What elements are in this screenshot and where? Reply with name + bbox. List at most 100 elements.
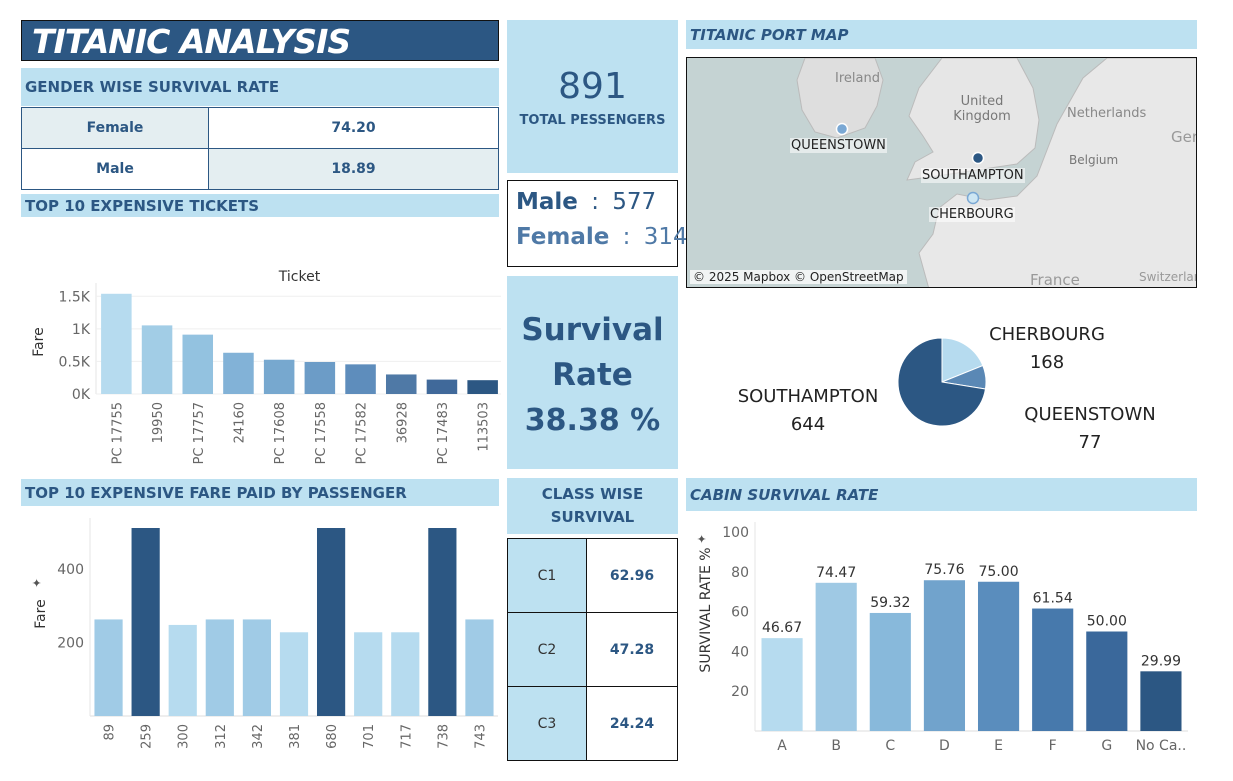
- y-tick-label: 200: [57, 636, 84, 652]
- x-tick-label: 701: [362, 724, 377, 749]
- bar: [131, 528, 160, 716]
- bar: [1140, 671, 1182, 731]
- table-row: Male 18.89: [21, 148, 499, 190]
- table-row: C1 62.96: [507, 538, 678, 613]
- fare-section-title: TOP 10 EXPENSIVE FARE PAID BY PASSENGER: [25, 483, 407, 502]
- map-label: France: [1030, 271, 1080, 288]
- map-label: Ireland: [835, 71, 880, 86]
- bar: [182, 334, 214, 394]
- x-tick-label: A: [777, 738, 787, 754]
- bar: [428, 528, 457, 716]
- bar: [467, 380, 498, 394]
- bar: [345, 364, 376, 394]
- x-tick-label: 312: [214, 724, 229, 749]
- female-count-value: 314: [643, 224, 688, 250]
- bar-value-label: 75.00: [979, 564, 1019, 580]
- map-credit: © 2025 Mapbox © OpenStreetMap: [690, 270, 907, 284]
- pie-value-label: 644: [791, 414, 825, 435]
- bar: [977, 581, 1020, 731]
- x-tick-label: E: [994, 738, 1003, 754]
- bar: [385, 374, 417, 394]
- class-section-title-line2: SURVIVAL: [550, 508, 635, 526]
- x-tick-label: C: [885, 738, 895, 754]
- male-count-label: Male: [516, 189, 578, 215]
- table-row: Female 74.20: [21, 107, 499, 149]
- x-tick-label: 743: [473, 724, 488, 749]
- pie-category-label: CHERBOURG: [989, 324, 1105, 345]
- female-count-row: Female : 314: [516, 224, 688, 250]
- bar-value-label: 46.67: [762, 620, 802, 636]
- x-tick-label: 300: [177, 724, 192, 749]
- survival-rate-card: Survival Rate 38.38 %: [507, 276, 678, 469]
- chart-title: Ticket: [278, 269, 321, 285]
- bar: [279, 632, 309, 716]
- ports-pie-chart: CHERBOURG 168 QUEENSTOWN 77 SOUTHAMPTON 644: [738, 324, 1156, 453]
- bar: [168, 624, 197, 716]
- map-label: United Kingdom: [949, 94, 1015, 124]
- pie-value-label: 168: [1030, 352, 1064, 373]
- x-tick-label: 259: [140, 724, 155, 749]
- x-tick-label: No Ca..: [1136, 738, 1187, 754]
- total-passengers-label: TOTAL PESSENGERS: [519, 113, 666, 128]
- port-map[interactable]: Ireland United Kingdom Netherlands Belgi…: [686, 57, 1197, 288]
- y-tick-label: 100: [722, 525, 749, 541]
- survival-rate-line2: Rate: [552, 357, 633, 393]
- y-tick-label: 400: [57, 562, 84, 578]
- count-separator: :: [591, 189, 599, 215]
- cabin-chart: 20 40 60 80 100 46.67 A 74.47 B 59.32 C 75.76 D 75.00…: [695, 522, 1188, 754]
- bar: [426, 379, 458, 394]
- bar-value-label: 50.00: [1087, 614, 1127, 630]
- class-label: C2: [507, 612, 587, 687]
- pie-slice: [941, 337, 984, 383]
- x-tick-label: PC 17483: [436, 402, 451, 464]
- bar: [304, 362, 336, 394]
- y-tick-label: 20: [731, 684, 749, 700]
- x-tick-label: PC 17582: [355, 402, 370, 464]
- y-tick-label: 60: [731, 605, 749, 621]
- x-tick-label: PC 17757: [192, 402, 207, 464]
- cherbourg-marker[interactable]: [966, 191, 980, 205]
- x-tick-label: F: [1049, 738, 1057, 754]
- y-tick-label: 40: [731, 644, 749, 660]
- x-tick-label: PC 17755: [110, 402, 125, 464]
- female-count-label: Female: [516, 224, 610, 250]
- x-tick-label: PC 17608: [273, 402, 288, 464]
- x-tick-label: 113503: [477, 402, 492, 452]
- y-tick-label: 80: [731, 565, 749, 581]
- gender-section-header: GENDER WISE SURVIVAL RATE: [21, 68, 499, 106]
- bar: [316, 528, 346, 716]
- count-separator: :: [622, 224, 631, 250]
- total-passengers-card: 891 TOTAL PESSENGERS: [507, 20, 678, 173]
- table-row: C3 24.24: [507, 686, 678, 761]
- tickets-chart: 0K 0.5K 1K 1.5K PC 17755 19950 PC 17757 24160 PC…: [31, 269, 501, 464]
- map-label: Belgium: [1069, 153, 1119, 167]
- pin-icon: ✦: [695, 534, 709, 544]
- queenstown-marker[interactable]: [835, 122, 849, 136]
- bar: [94, 619, 123, 716]
- x-tick-label: 738: [436, 724, 451, 749]
- x-tick-label: PC 17558: [314, 402, 329, 464]
- class-section-title-line1: CLASS WISE: [541, 485, 644, 503]
- pie-slice: [897, 337, 987, 427]
- fare-section-header: TOP 10 EXPENSIVE FARE PAID BY PASSENGER: [21, 479, 499, 506]
- survival-rate-value: 38.38 %: [524, 403, 661, 438]
- bar: [354, 632, 383, 716]
- southampton-marker[interactable]: [971, 151, 985, 165]
- x-tick-label: 24160: [232, 402, 247, 443]
- bar: [242, 619, 272, 716]
- bar: [101, 293, 132, 394]
- pie-value-label: 77: [1079, 432, 1102, 453]
- gender-section-title: GENDER WISE SURVIVAL RATE: [25, 78, 280, 96]
- class-table: C1 62.96 C2 47.28 C3 24.24: [507, 538, 678, 761]
- male-count-row: Male : 577: [516, 189, 656, 215]
- map-label-uk: United Kingdom: [953, 94, 1011, 124]
- x-tick-label: 680: [325, 724, 340, 749]
- y-axis-label: SURVIVAL RATE %: [698, 547, 714, 672]
- ireland-land: [796, 58, 884, 139]
- pin-icon: ✦: [30, 578, 44, 588]
- cabin-section-title: CABIN SURVIVAL RATE: [690, 485, 879, 504]
- fare-chart: 200 400 89 259 300 312 342 381 680 701 717 738 743 Fa…: [30, 518, 498, 749]
- bar: [1032, 608, 1074, 731]
- bar: [205, 619, 234, 716]
- bar: [141, 325, 173, 394]
